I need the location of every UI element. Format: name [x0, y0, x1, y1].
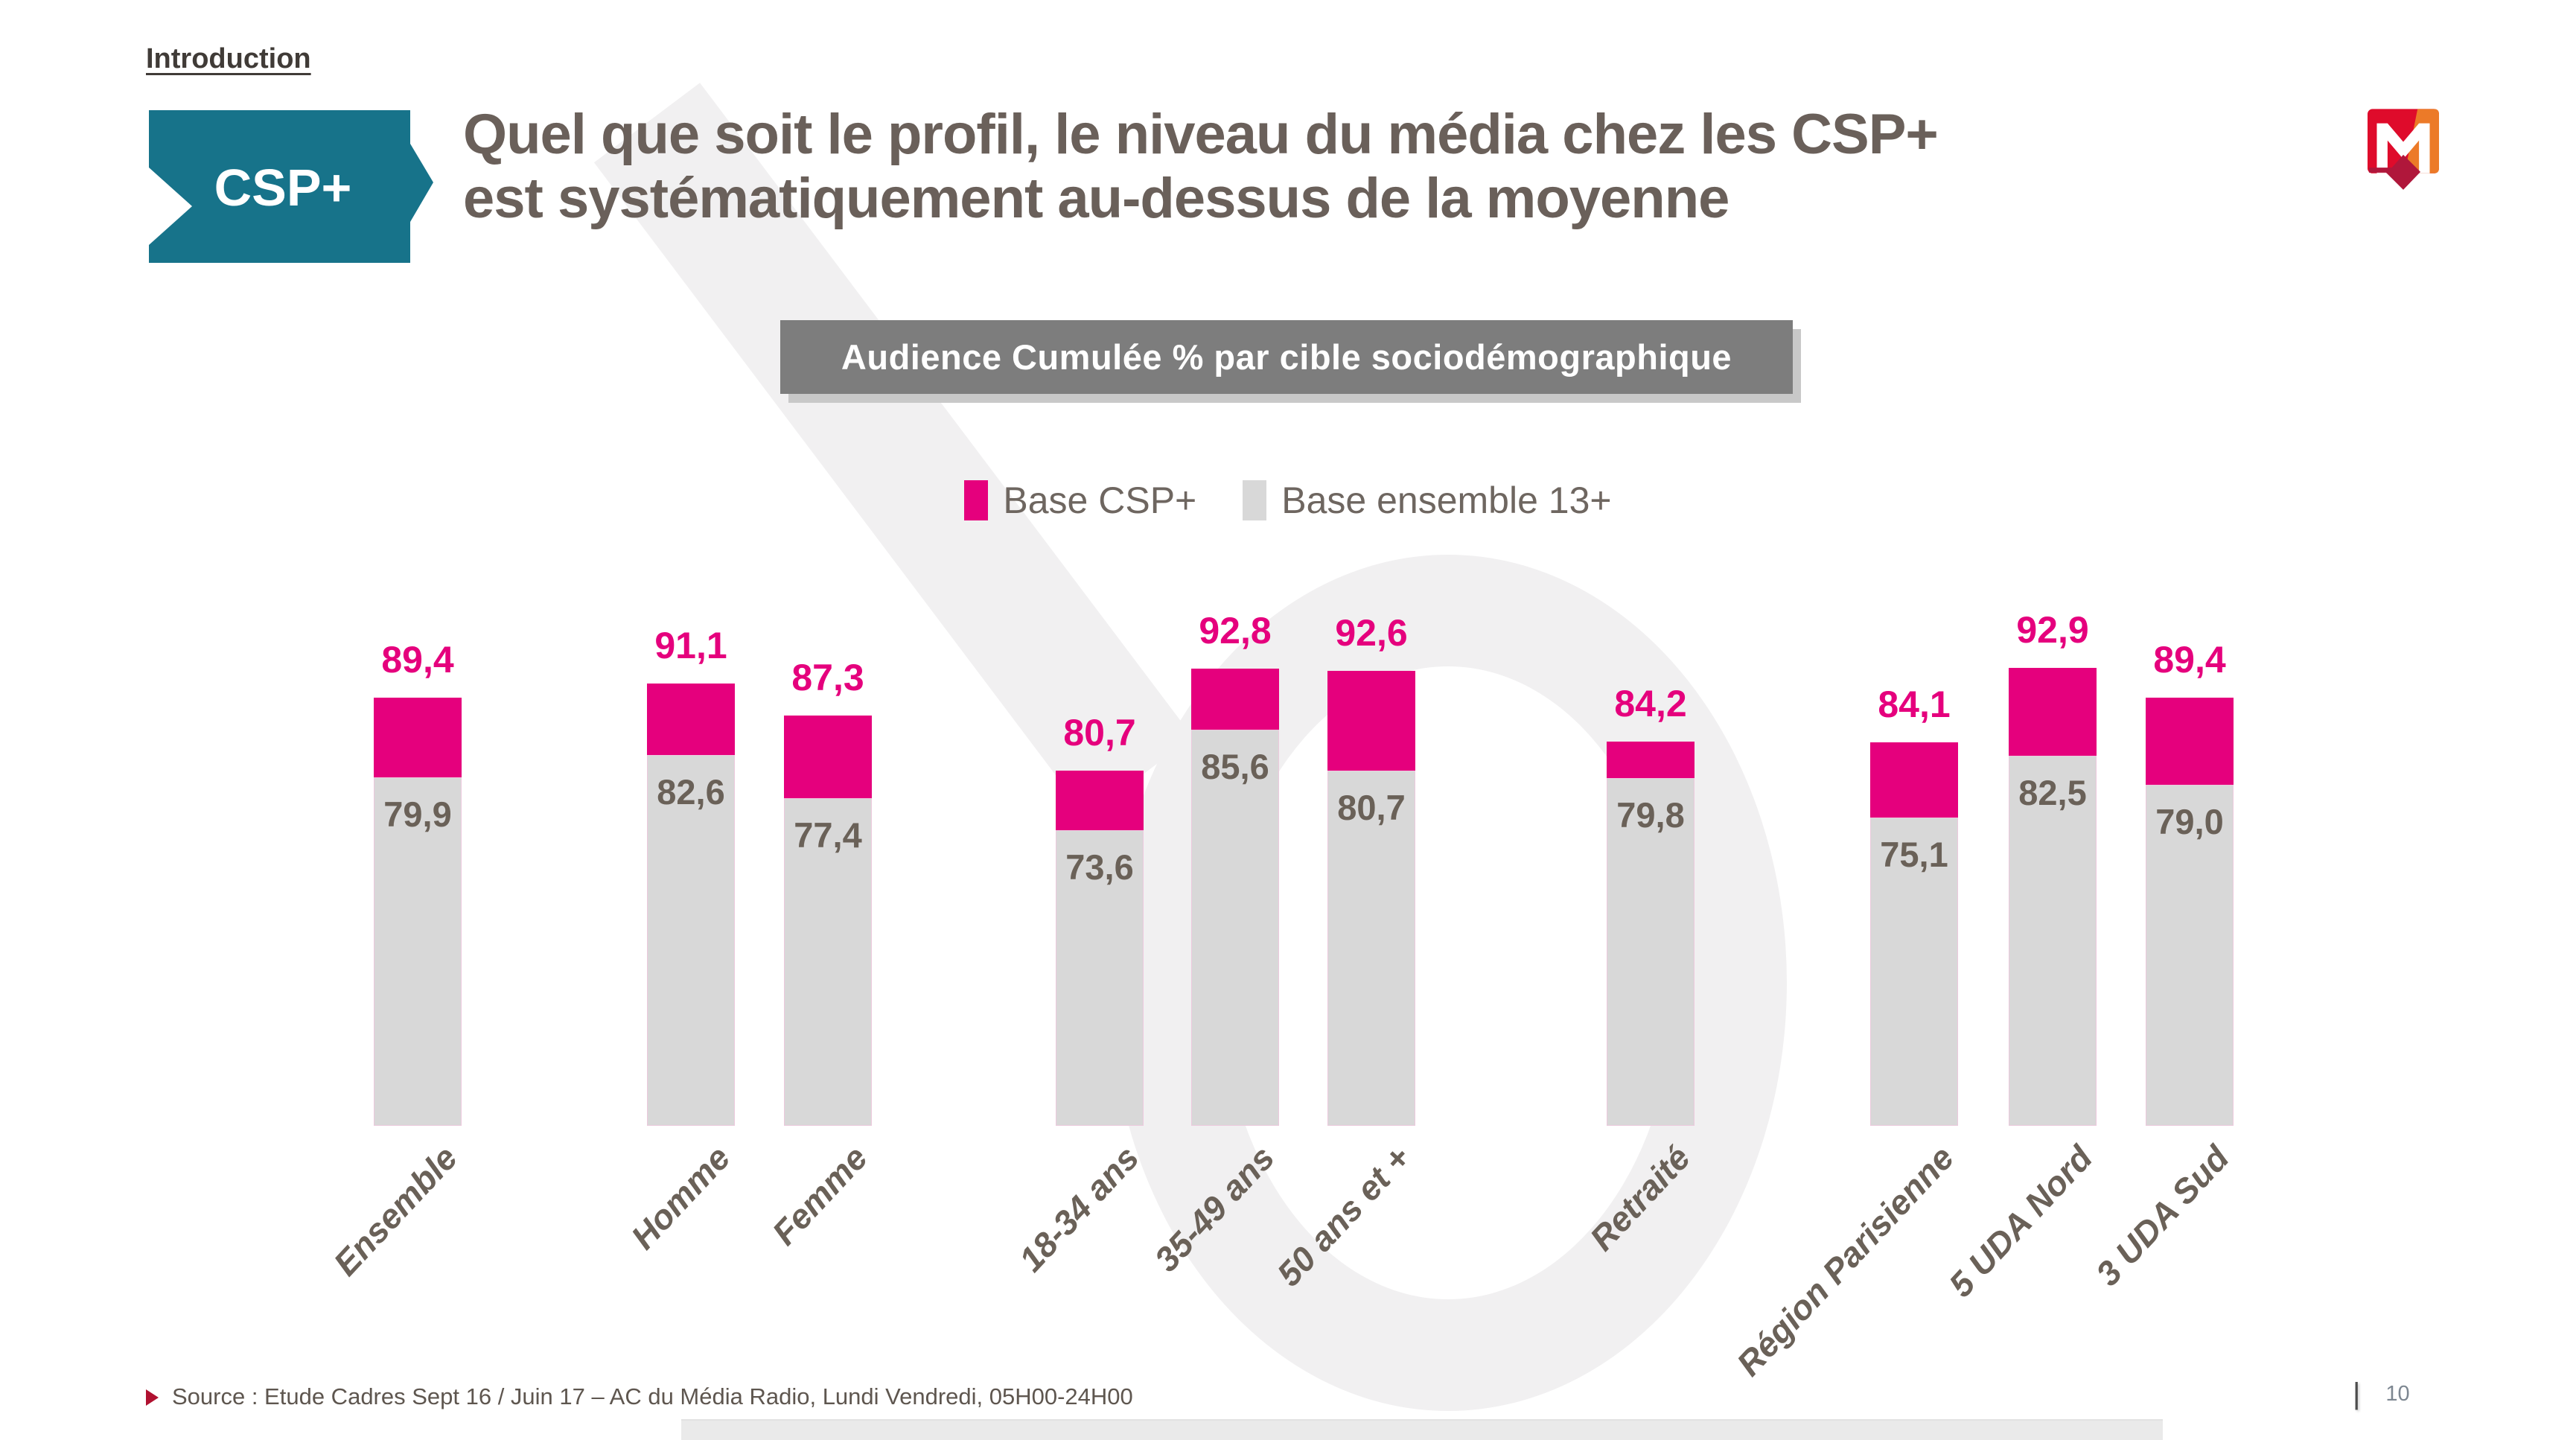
value-label-ensemble: 82,5: [2018, 773, 2087, 812]
value-label-csp: 92,9: [2016, 609, 2089, 651]
bar-segment-ensemble: [2146, 785, 2234, 1126]
legend-label-ensemble: Base ensemble 13+: [1281, 480, 1612, 521]
csp-badge-label: CSP+: [214, 159, 352, 217]
bar-segment-csp: [784, 716, 872, 798]
chart-title-banner: Audience Cumulée % par cible sociodémogr…: [780, 320, 1793, 394]
bar-segment-ensemble: [1870, 818, 1958, 1126]
value-label-csp: 80,7: [1063, 712, 1136, 754]
value-label-csp: 91,1: [654, 625, 727, 666]
page-separator: |: [2353, 1377, 2361, 1410]
legend-item-csp: Base CSP+: [964, 479, 1196, 522]
value-label-ensemble: 82,6: [657, 772, 725, 812]
value-label-ensemble: 79,0: [2155, 802, 2224, 841]
value-label-csp: 92,6: [1335, 612, 1408, 654]
bar-segment-ensemble: [1056, 830, 1144, 1126]
bar-segment-csp: [1607, 742, 1695, 778]
legend-swatch-ensemble-icon: [1243, 480, 1267, 520]
value-label-ensemble: 85,6: [1201, 747, 1269, 786]
bar-segment-csp: [374, 698, 462, 777]
bar-segment-csp: [647, 684, 735, 755]
category-label: Femme: [764, 1138, 875, 1252]
category-label: 3 UDA Sud: [2088, 1138, 2237, 1293]
bar-segment-csp: [2009, 668, 2097, 756]
source-line: Source : Etude Cadres Sept 16 / Juin 17 …: [146, 1383, 1133, 1410]
bar-segment-csp: [1056, 771, 1144, 830]
category-label: Région Parisienne: [1729, 1138, 1961, 1383]
bar-segment-csp: [1870, 742, 1958, 818]
value-label-csp: 92,8: [1199, 610, 1272, 651]
page-info: | 10: [2353, 1377, 2410, 1411]
chart-legend: Base CSP+ Base ensemble 13+: [0, 477, 2576, 524]
category-label: Ensemble: [325, 1138, 465, 1284]
value-label-csp: 89,4: [381, 639, 454, 681]
legend-swatch-csp-icon: [964, 480, 989, 520]
bar-segment-ensemble: [374, 777, 462, 1126]
legend-item-ensemble: Base ensemble 13+: [1243, 479, 1612, 522]
bar-segment-csp: [1191, 669, 1279, 730]
bar-segment-ensemble: [1327, 771, 1415, 1126]
value-label-ensemble: 77,4: [794, 815, 862, 855]
bar-segment-ensemble: [784, 798, 872, 1126]
csp-badge-shape: [149, 110, 433, 263]
bar-segment-csp: [1327, 671, 1415, 771]
bar-segment-ensemble: [1607, 778, 1695, 1126]
value-label-csp: 89,4: [2153, 639, 2226, 681]
slide-title: Quel que soit le profil, le niveau du mé…: [463, 103, 1939, 231]
category-label: 50 ans et +: [1269, 1138, 1418, 1294]
value-label-csp: 84,1: [1878, 684, 1951, 725]
csp-badge: CSP+: [149, 110, 433, 263]
source-text: Source : Etude Cadres Sept 16 / Juin 17 …: [172, 1383, 1133, 1409]
value-label-csp: 87,3: [791, 657, 864, 698]
value-label-ensemble: 80,7: [1337, 788, 1406, 827]
bar-segment-ensemble: [2009, 756, 2097, 1126]
section-kicker: Introduction: [146, 43, 311, 74]
value-label-ensemble: 75,1: [1880, 835, 1948, 874]
category-label: 5 UDA Nord: [1940, 1138, 2100, 1304]
mediametrie-logo-icon: [2368, 109, 2439, 190]
source-bullet-icon: [146, 1389, 159, 1406]
title-line-1: Quel que soit le profil, le niveau du mé…: [463, 103, 1939, 166]
category-label: Homme: [623, 1138, 738, 1257]
category-label: 35-49 ans: [1147, 1138, 1282, 1279]
legend-label-csp: Base CSP+: [1003, 480, 1197, 521]
category-label: 18-34 ans: [1011, 1138, 1147, 1279]
value-label-ensemble: 73,6: [1065, 847, 1134, 887]
category-label: Retraité: [1581, 1138, 1697, 1258]
page-number: 10: [2385, 1382, 2410, 1406]
bar-segment-ensemble: [647, 755, 735, 1126]
value-label-ensemble: 79,9: [383, 794, 452, 834]
value-label-ensemble: 79,8: [1616, 795, 1685, 835]
value-label-csp: 84,2: [1614, 683, 1687, 724]
bar-segment-ensemble: [1191, 730, 1279, 1126]
title-line-2: est systématiquement au-dessus de la moy…: [463, 167, 1729, 230]
bar-segment-csp: [2146, 698, 2234, 785]
bottom-strip: [681, 1419, 2163, 1440]
